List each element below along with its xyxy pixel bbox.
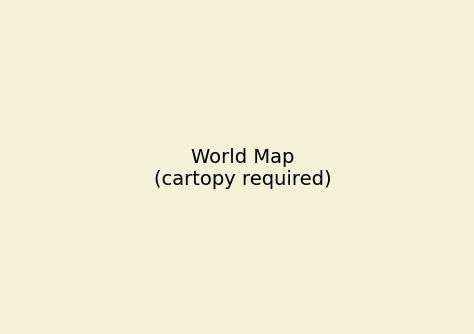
Text: World Map
(cartopy required): World Map (cartopy required) [154,148,332,189]
